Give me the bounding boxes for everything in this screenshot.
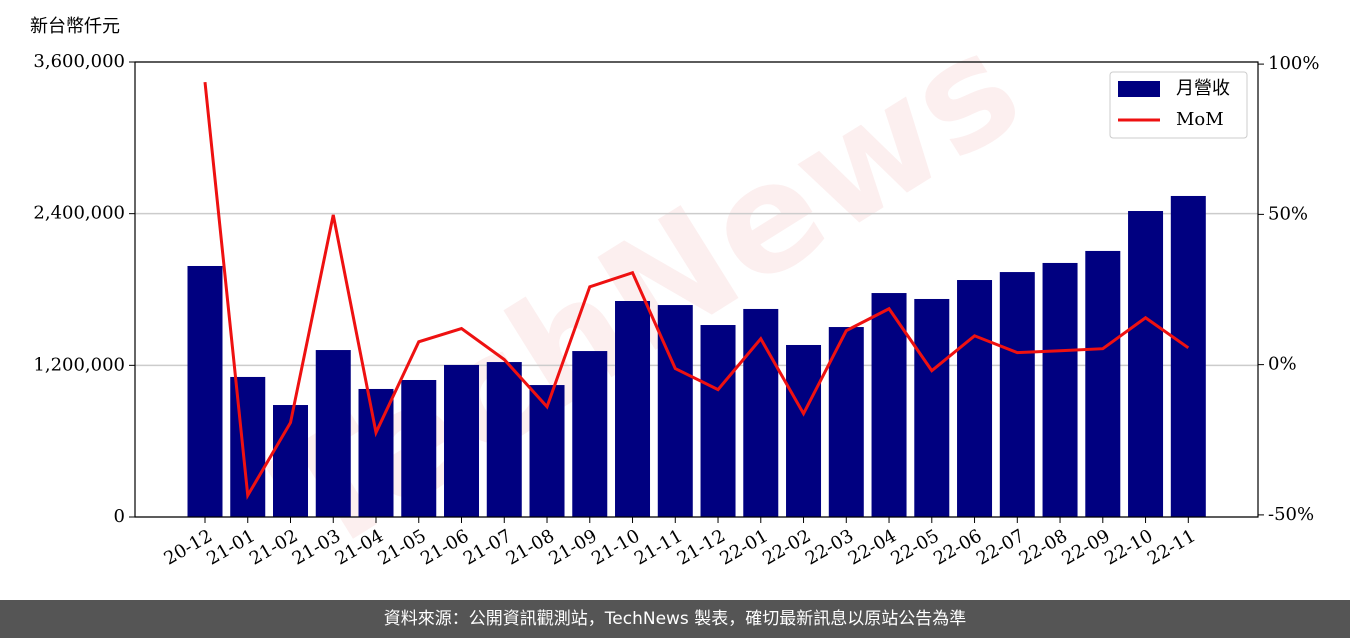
x-tick-label: 21-10	[588, 525, 643, 569]
y2-tick-label: 100%	[1268, 53, 1319, 74]
x-tick-label: 21-12	[674, 525, 729, 569]
x-tick-label: 22-02	[759, 525, 814, 569]
y2-tick-label: -50%	[1268, 504, 1314, 525]
y-axis-title: 新台幣仟元	[30, 16, 120, 37]
y-tick-label: 1,200,000	[33, 354, 125, 375]
bar	[999, 272, 1035, 517]
y-tick-label: 3,600,000	[33, 51, 125, 72]
bar	[572, 351, 608, 517]
bar	[315, 350, 351, 517]
footer: 資料來源：公開資訊觀測站，TechNews 製表，確切最新訊息以原站公告為準	[0, 600, 1350, 638]
y2-tick-label: 50%	[1268, 203, 1308, 224]
bar	[828, 327, 864, 517]
x-tick-label: 22-09	[1058, 525, 1113, 569]
x-tick-label: 20-12	[161, 525, 216, 569]
bar	[914, 298, 950, 517]
x-tick-label: 22-07	[973, 525, 1028, 569]
bar	[786, 344, 822, 517]
x-tick-label: 21-07	[460, 525, 515, 569]
x-tick-label: 22-08	[1016, 525, 1071, 569]
plot-frame	[134, 61, 1259, 518]
legend-label: 月營收	[1176, 78, 1230, 99]
bar	[444, 364, 480, 517]
x-tick-label: 22-10	[1101, 525, 1156, 569]
x-tick-label: 22-11	[1144, 525, 1199, 569]
bar	[743, 308, 779, 517]
y-tick-label: 2,400,000	[33, 203, 125, 224]
bar	[1042, 262, 1078, 517]
bar	[700, 325, 736, 517]
y2-tick-label: 0%	[1268, 354, 1297, 375]
bar	[1170, 195, 1206, 517]
y-tick-label: 0	[114, 506, 125, 527]
x-tick-label: 21-09	[545, 525, 600, 569]
legend-swatch	[1118, 81, 1160, 97]
x-tick-label: 21-01	[203, 525, 258, 569]
bar	[486, 362, 522, 517]
bar	[1128, 211, 1164, 517]
bar	[615, 301, 651, 517]
line	[203, 81, 1190, 501]
x-tick-label: 22-05	[887, 525, 942, 569]
chart: TechNews 新台幣仟元 01,200,0002,400,0003,600,…	[30, 0, 1319, 589]
legend-label: MoM	[1176, 109, 1224, 130]
x-tick-label: 22-04	[845, 525, 900, 569]
x-tick-label: 21-08	[503, 525, 558, 569]
bar	[957, 280, 993, 517]
bar	[401, 379, 437, 517]
x-tick-label: 21-02	[246, 525, 301, 569]
x-tick-label: 22-03	[802, 525, 857, 569]
bar	[871, 293, 907, 517]
bar	[187, 265, 223, 517]
x-tick-label: 22-06	[930, 525, 985, 569]
bar	[657, 305, 693, 517]
bar	[1085, 250, 1121, 517]
x-tick-label: 22-01	[716, 525, 771, 569]
x-tick-label: 21-11	[631, 525, 686, 569]
